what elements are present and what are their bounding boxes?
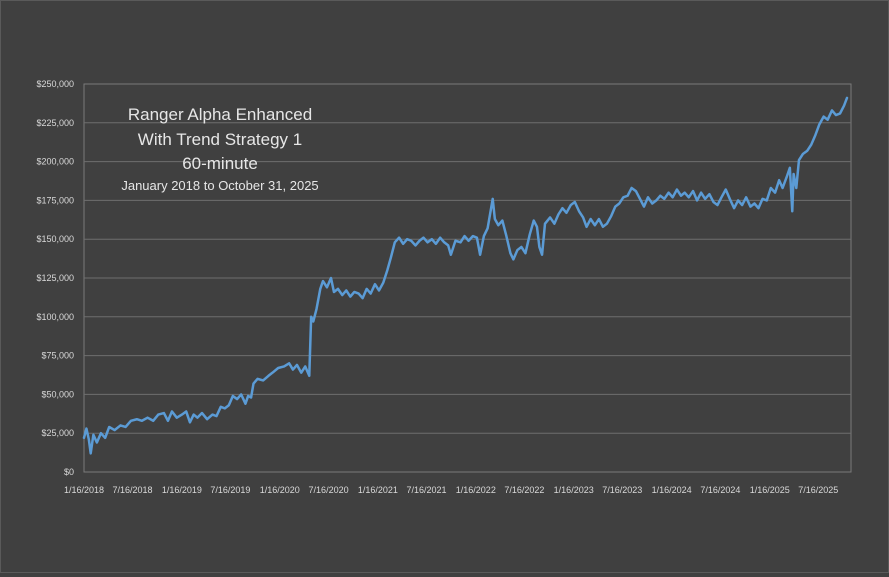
y-tick-label: $225,000 — [36, 118, 74, 128]
x-tick-label: 7/16/2022 — [504, 485, 544, 495]
y-tick-label: $75,000 — [41, 351, 74, 361]
x-axis-tick-labels: 1/16/2018 7/16/2018 1/16/2019 7/16/2019 1/16… — [64, 485, 838, 495]
x-tick-label: 1/16/2024 — [652, 485, 692, 495]
series-layer — [82, 96, 849, 455]
y-tick-label: $125,000 — [36, 273, 74, 283]
x-tick-label: 1/16/2021 — [358, 485, 398, 495]
y-tick-label: $200,000 — [36, 157, 74, 167]
title-line-4: January 2018 to October 31, 2025 — [121, 178, 318, 193]
y-tick-label: $50,000 — [41, 389, 74, 399]
x-tick-label: 1/16/2025 — [750, 485, 790, 495]
x-tick-label: 7/16/2023 — [602, 485, 642, 495]
chart-title: Ranger Alpha Enhanced With Trend Strateg… — [121, 105, 318, 193]
x-tick-label: 1/16/2019 — [162, 485, 202, 495]
x-tick-label: 7/16/2025 — [798, 485, 838, 495]
x-tick-label: 7/16/2019 — [210, 485, 250, 495]
y-tick-label: $100,000 — [36, 312, 74, 322]
y-tick-label: $250,000 — [36, 79, 74, 89]
y-axis-tick-labels: $0 $25,000 $50,000 $75,000 $100,000 $125,000 $… — [36, 79, 74, 477]
y-tick-label: $25,000 — [41, 428, 74, 438]
x-tick-label: 1/16/2020 — [260, 485, 300, 495]
series-line — [82, 96, 849, 455]
gridlines — [84, 122, 851, 434]
x-tick-label: 7/16/2018 — [113, 485, 153, 495]
x-tick-label: 1/16/2018 — [64, 485, 104, 495]
x-tick-label: 1/16/2023 — [554, 485, 594, 495]
x-tick-label: 7/16/2020 — [309, 485, 349, 495]
y-tick-label: $175,000 — [36, 195, 74, 205]
x-tick-label: 1/16/2022 — [456, 485, 496, 495]
x-tick-label: 7/16/2021 — [406, 485, 446, 495]
y-tick-label: $150,000 — [36, 234, 74, 244]
title-line-1: Ranger Alpha Enhanced — [128, 105, 312, 124]
title-line-3: 60-minute — [182, 154, 258, 173]
title-line-2: With Trend Strategy 1 — [138, 130, 302, 149]
x-tick-label: 7/16/2024 — [700, 485, 740, 495]
y-tick-label: $0 — [64, 467, 74, 477]
